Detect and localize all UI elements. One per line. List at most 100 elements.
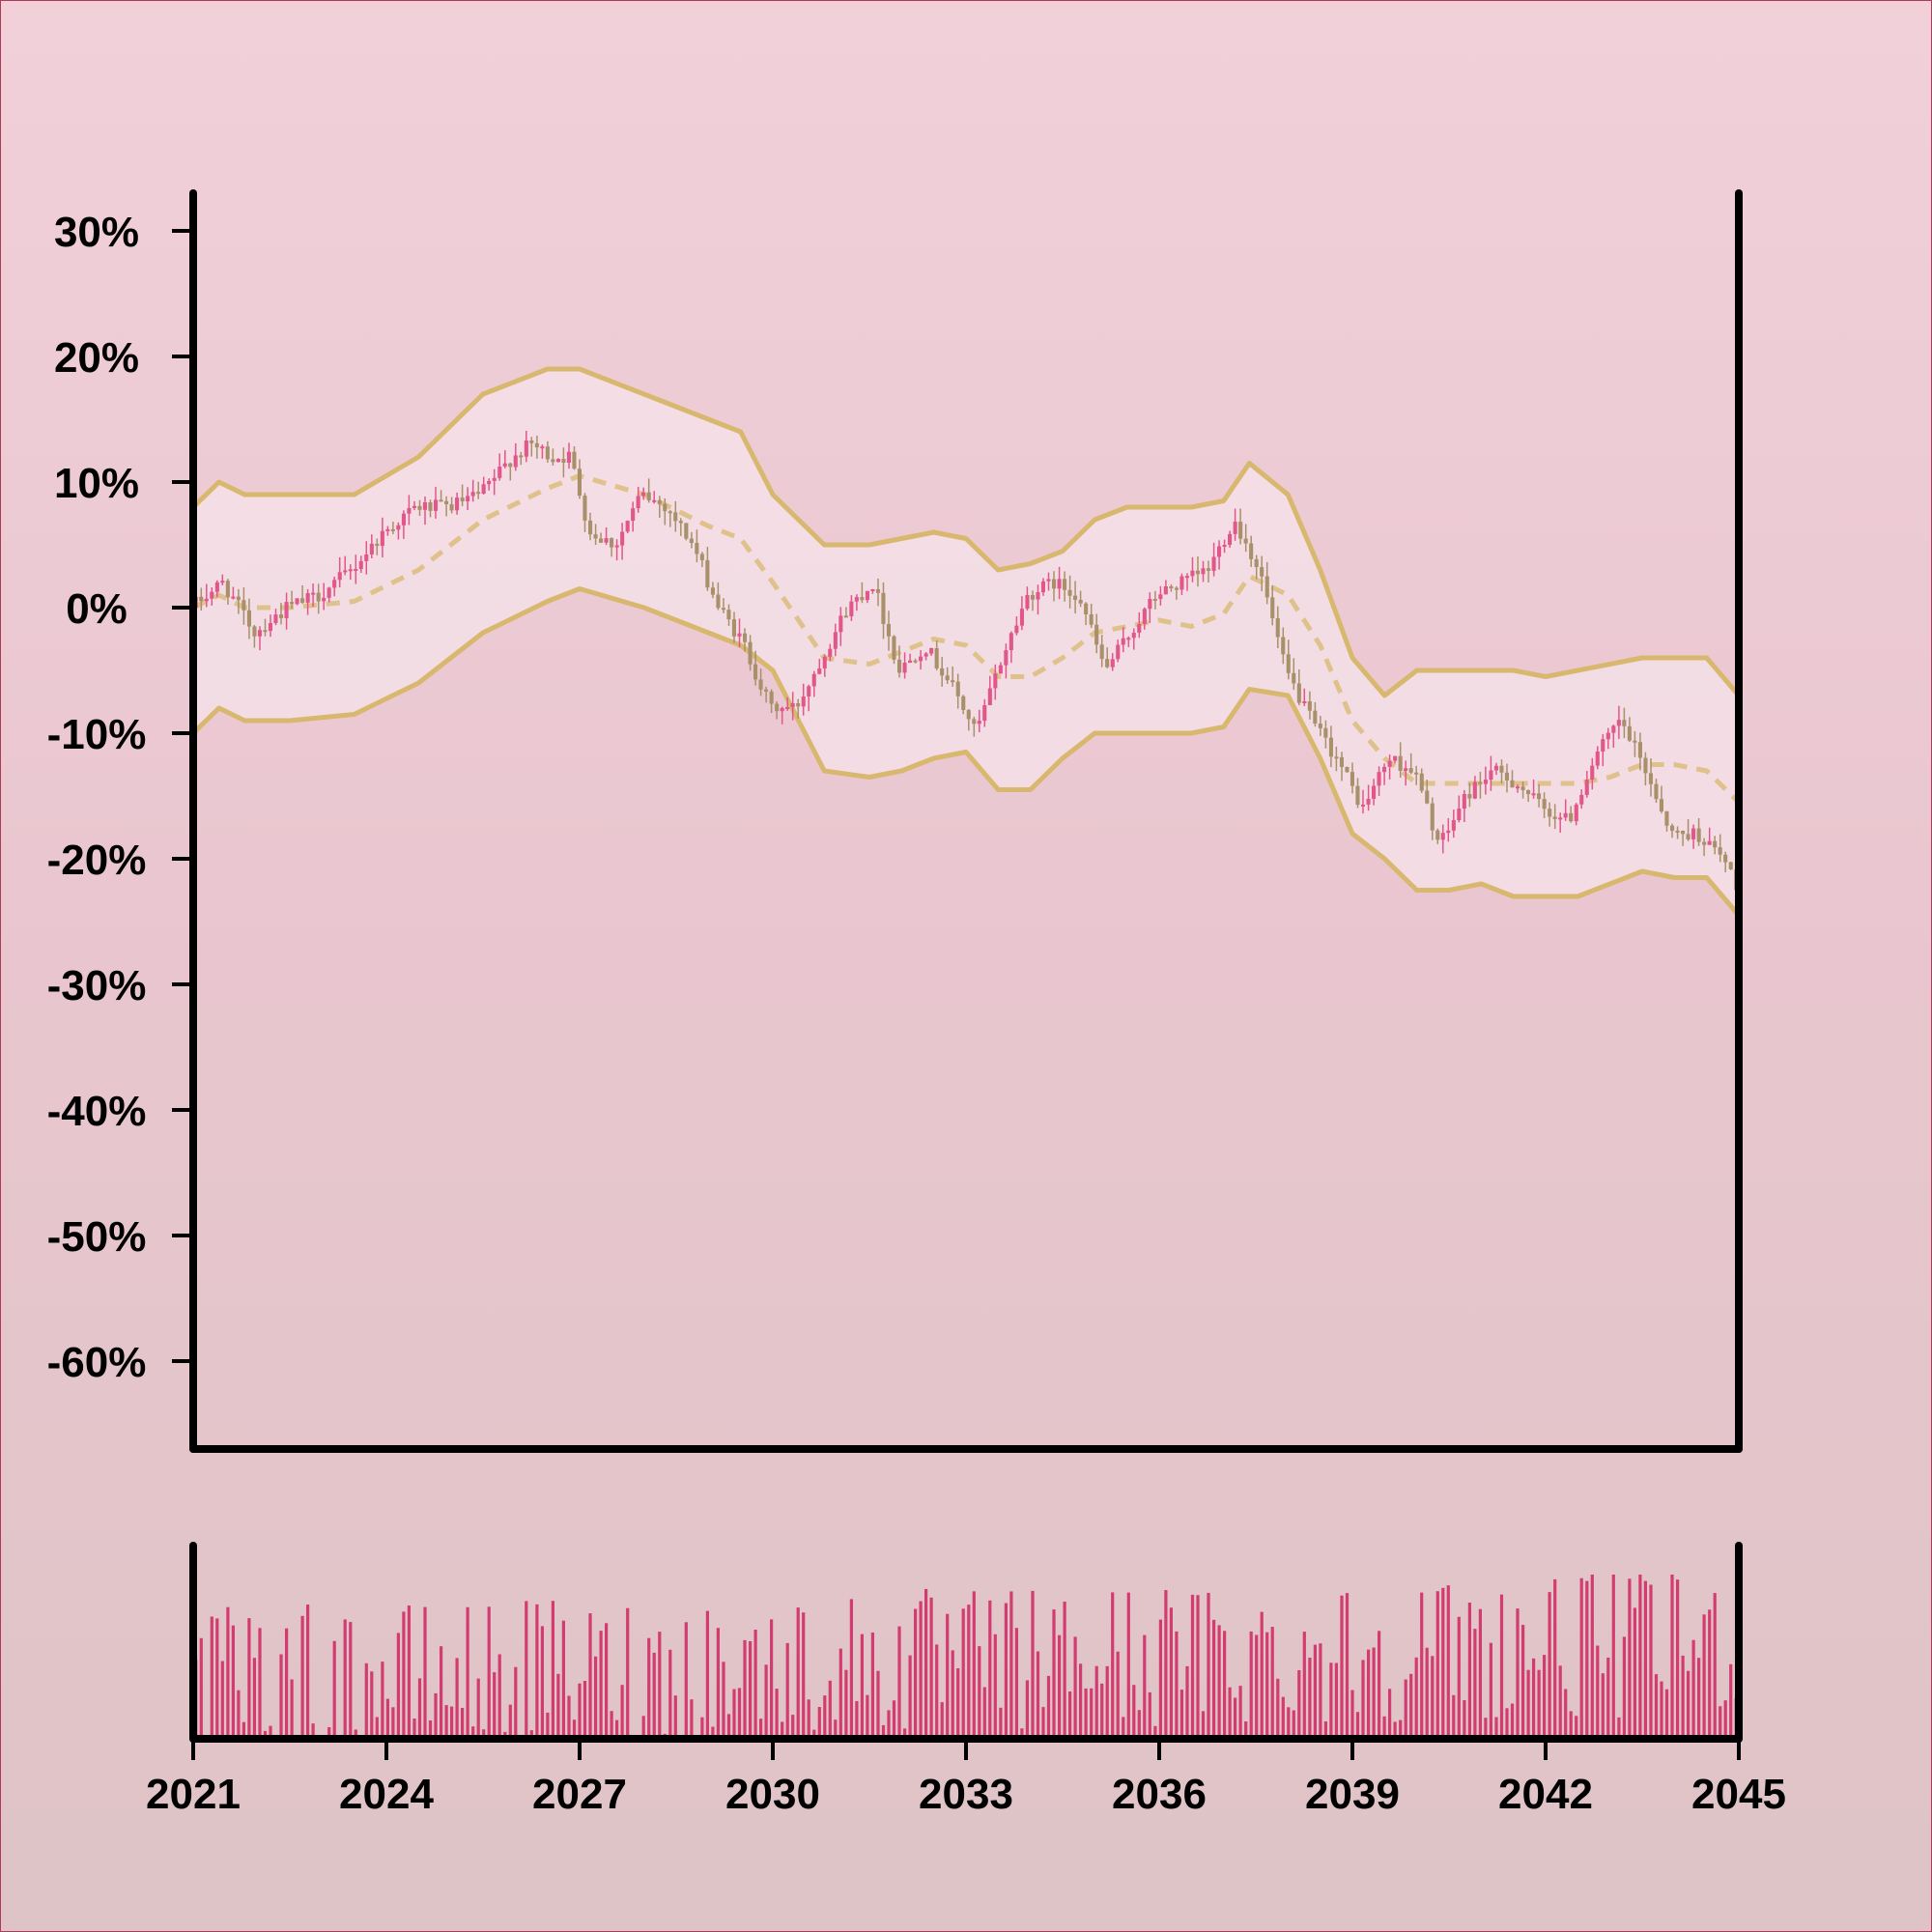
candle-body bbox=[1584, 780, 1589, 795]
x-axis-ticks: 2021 2024 2027 2030 2033 2036 2039 2042 2045 bbox=[146, 1739, 1786, 1818]
candle-body bbox=[449, 504, 454, 511]
volume-bar bbox=[1249, 1631, 1253, 1739]
candle-body bbox=[311, 592, 316, 595]
volume-bar bbox=[567, 1695, 571, 1739]
volume-bar bbox=[1179, 1690, 1183, 1739]
volume-bar bbox=[1063, 1602, 1066, 1739]
candle-body bbox=[263, 630, 268, 633]
candle-body bbox=[764, 689, 769, 692]
volume-bar bbox=[508, 1704, 512, 1739]
candle-body bbox=[1425, 790, 1430, 804]
candle-body bbox=[908, 660, 913, 663]
volume-bar bbox=[1649, 1584, 1653, 1739]
candle-body bbox=[604, 538, 609, 543]
volume-bar bbox=[290, 1679, 294, 1739]
volume-bar bbox=[1585, 1580, 1589, 1739]
volume-bar bbox=[796, 1607, 800, 1739]
candle-body bbox=[1270, 597, 1275, 618]
volume-bar bbox=[1122, 1717, 1125, 1739]
candle-body bbox=[1169, 586, 1174, 588]
volume-bar bbox=[1414, 1657, 1418, 1739]
candle-body bbox=[716, 594, 721, 609]
candle-body bbox=[1014, 625, 1019, 634]
volume-bar bbox=[1073, 1636, 1077, 1739]
candle-body bbox=[337, 572, 342, 581]
volume-bar bbox=[1345, 1593, 1350, 1739]
volume-bar bbox=[673, 1695, 677, 1739]
candle-body bbox=[1238, 522, 1243, 539]
candle-body bbox=[220, 581, 225, 583]
volume-bar bbox=[434, 1692, 438, 1739]
candle-body bbox=[364, 554, 369, 561]
volume-bar bbox=[1596, 1645, 1600, 1739]
candle-body bbox=[1084, 603, 1089, 614]
volume-bar bbox=[1494, 1717, 1498, 1739]
volume-bar bbox=[1132, 1685, 1136, 1739]
candle-body bbox=[705, 559, 710, 588]
volume-bar bbox=[471, 1726, 475, 1739]
volume-bar bbox=[354, 1729, 357, 1739]
candle-body bbox=[252, 626, 257, 637]
candle-body bbox=[577, 469, 582, 497]
candle-body bbox=[1713, 840, 1718, 848]
candle-body bbox=[417, 505, 422, 510]
volume-bar bbox=[1691, 1639, 1695, 1739]
candle-body bbox=[631, 508, 636, 522]
volume-bar bbox=[1564, 1689, 1568, 1739]
volume-bar bbox=[482, 1729, 486, 1739]
volume-bar bbox=[497, 1654, 501, 1739]
volume-bar bbox=[726, 1714, 731, 1739]
volume-bar bbox=[1046, 1675, 1051, 1739]
candle-body bbox=[870, 589, 875, 591]
volume-bar bbox=[1255, 1634, 1259, 1739]
volume-bar bbox=[1350, 1690, 1354, 1739]
volume-bar bbox=[860, 1634, 864, 1739]
candle-body bbox=[1654, 783, 1659, 800]
candle-body bbox=[279, 614, 284, 618]
volume-bar bbox=[1292, 1710, 1295, 1739]
y-tick-label: -10% bbox=[47, 711, 147, 758]
volume-bar bbox=[1212, 1619, 1216, 1739]
candle-body bbox=[210, 591, 214, 599]
volume-bar bbox=[466, 1606, 469, 1739]
volume-bar bbox=[423, 1606, 427, 1739]
candle-body bbox=[1281, 637, 1286, 655]
volume-bar bbox=[1553, 1578, 1557, 1739]
candle-body bbox=[1707, 840, 1712, 845]
candle-body bbox=[1552, 816, 1557, 819]
candle-body bbox=[1686, 834, 1690, 839]
candle-body bbox=[923, 653, 928, 657]
volume-bar bbox=[1169, 1607, 1173, 1739]
candle-body bbox=[1334, 756, 1339, 759]
volume-bar bbox=[476, 1678, 480, 1739]
candle-body bbox=[875, 589, 880, 593]
volume-bar bbox=[716, 1628, 720, 1739]
candle-body bbox=[545, 446, 550, 460]
candle-body bbox=[284, 602, 289, 618]
candle-body bbox=[295, 598, 299, 605]
volume-bar bbox=[1719, 1706, 1722, 1739]
candle-body bbox=[1569, 812, 1574, 822]
volume-bar bbox=[849, 1599, 853, 1739]
volume-bar bbox=[1361, 1660, 1365, 1739]
candle-body bbox=[1435, 830, 1440, 840]
volume-bar bbox=[1372, 1647, 1376, 1739]
candle-body bbox=[817, 668, 822, 674]
candle-body bbox=[290, 602, 295, 605]
candle-body bbox=[919, 656, 923, 662]
volume-bar bbox=[588, 1613, 592, 1739]
candle-body bbox=[1142, 609, 1147, 624]
volume-bar bbox=[428, 1720, 433, 1739]
volume-bar bbox=[1334, 1662, 1338, 1739]
y-tick-label: -60% bbox=[47, 1339, 147, 1386]
volume-bar bbox=[1579, 1577, 1583, 1739]
candle-body bbox=[641, 492, 646, 497]
candle-body bbox=[1264, 576, 1269, 598]
candle-body bbox=[561, 459, 566, 463]
candle-body bbox=[860, 597, 865, 601]
candle-body bbox=[780, 708, 784, 712]
candle-body bbox=[1025, 595, 1030, 610]
candle-body bbox=[1419, 773, 1424, 791]
volume-bar bbox=[887, 1710, 891, 1739]
candle-body bbox=[1548, 809, 1552, 817]
